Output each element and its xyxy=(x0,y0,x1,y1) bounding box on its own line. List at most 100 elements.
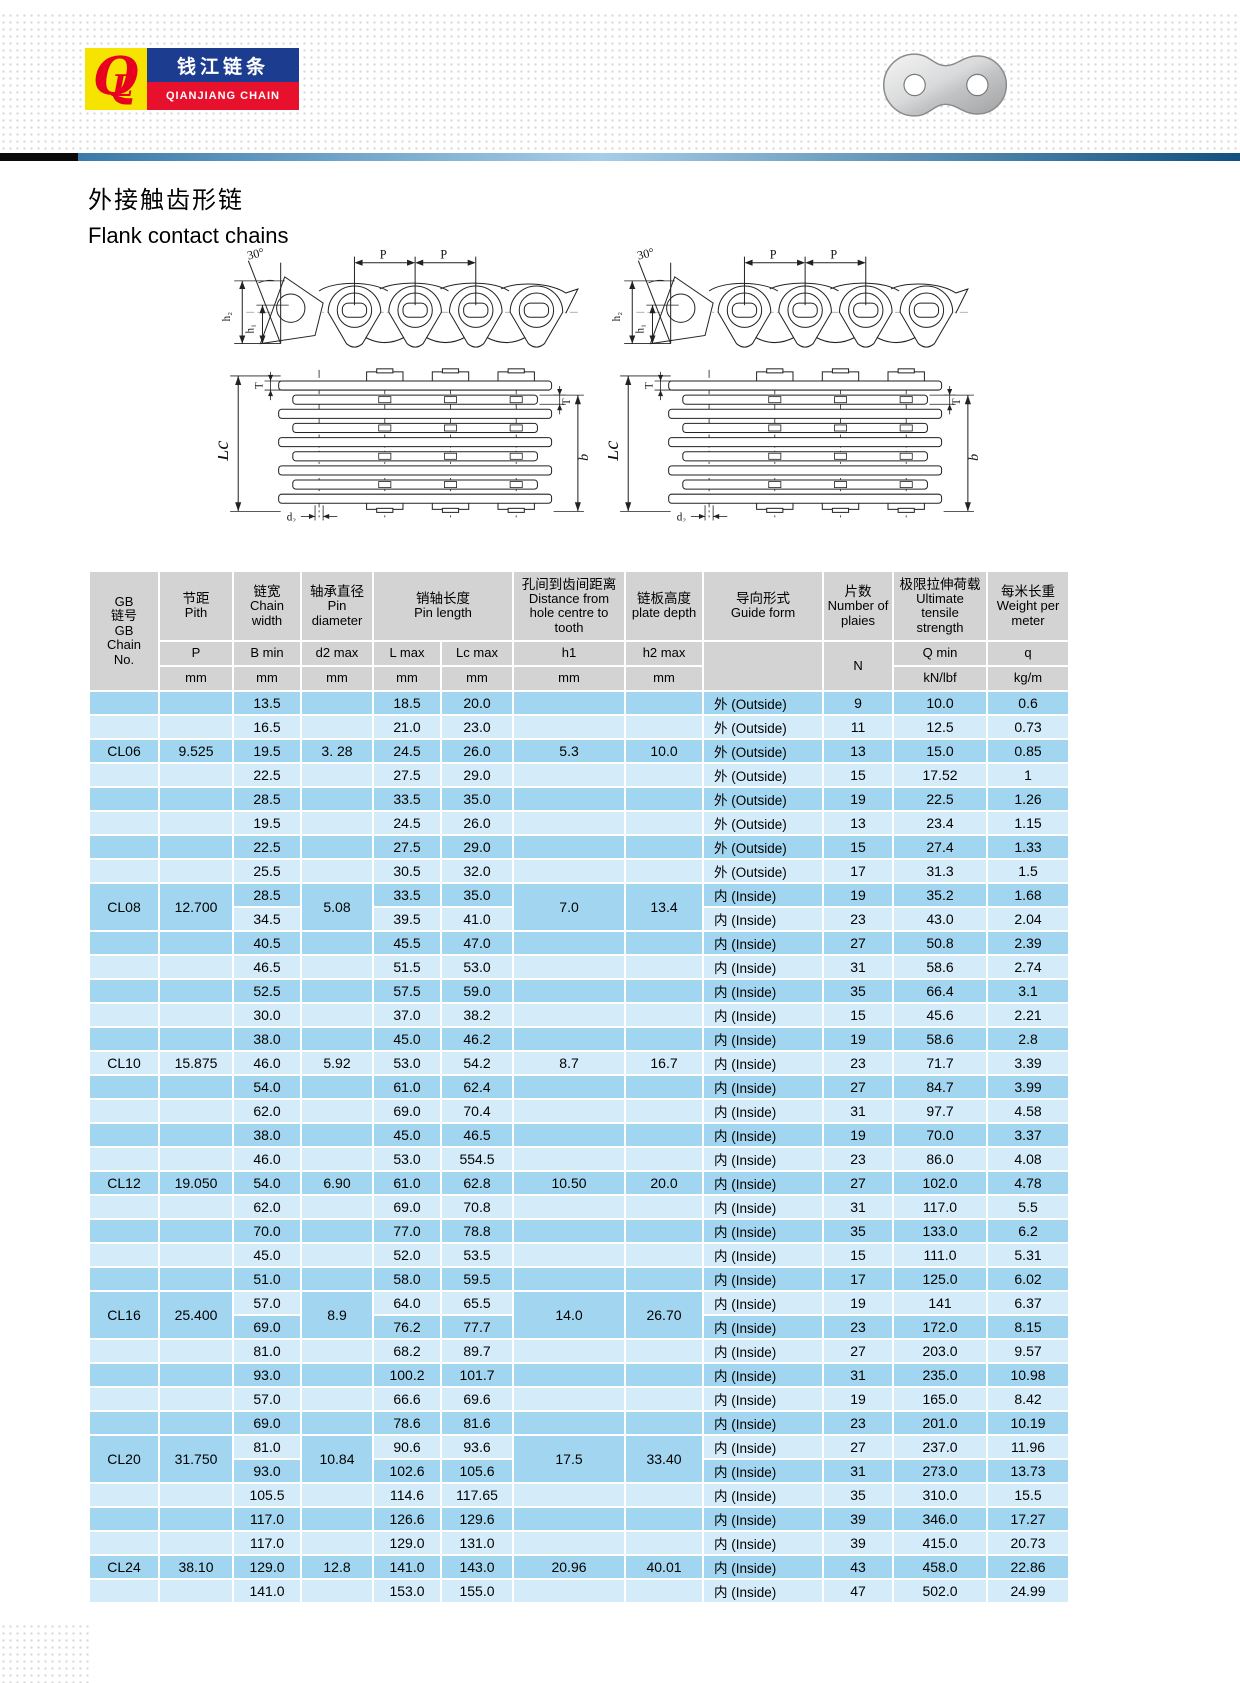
table-cell xyxy=(624,1074,705,1100)
table-cell: 内 (Inside) xyxy=(702,1410,825,1436)
table-cell: 105.6 xyxy=(439,1458,515,1484)
table-cell: 26.70 xyxy=(624,1290,705,1340)
table-cell: 39 xyxy=(822,1530,895,1556)
table-cell: 38.0 xyxy=(232,1026,302,1052)
table-cell xyxy=(88,834,160,860)
table-cell xyxy=(300,810,374,836)
table-cell xyxy=(88,858,160,884)
table-cell: 58.6 xyxy=(892,1026,989,1052)
table-cell xyxy=(624,930,705,956)
table-cell xyxy=(624,1362,705,1388)
table-cell: 57.0 xyxy=(232,1290,302,1316)
table-cell: 29.0 xyxy=(439,834,515,860)
table-cell: 111.0 xyxy=(892,1242,989,1268)
header-weight: 每米长重 Weight per meter xyxy=(986,570,1071,642)
table-cell: 38.2 xyxy=(439,1002,515,1028)
table-cell xyxy=(300,714,374,740)
table-cell xyxy=(158,690,234,716)
table-cell xyxy=(512,1338,627,1364)
table-cell xyxy=(88,1482,160,1508)
monogram-q: Q xyxy=(93,46,139,107)
table-cell xyxy=(88,1530,160,1556)
table-cell: 3.39 xyxy=(986,1050,1071,1076)
brand-logo: Q L 钱江链条 QIANJIANG CHAIN xyxy=(85,46,299,110)
table-cell xyxy=(158,714,234,740)
table-cell: 27.5 xyxy=(372,762,442,788)
symbol-q: q xyxy=(986,640,1071,667)
table-cell xyxy=(624,1002,705,1028)
table-cell xyxy=(512,1074,627,1100)
table-row: CL12 19.050 54.0 6.90 61.0 62.8 10.50 20.0 内 (In… xyxy=(88,1170,1071,1196)
table-cell: 39 xyxy=(822,1506,895,1532)
table-cell: 13.73 xyxy=(986,1458,1071,1484)
table-cell: 51.5 xyxy=(372,954,442,980)
table-row: 22.5 27.5 29.0 外 (Outside) 15 17.52 1 xyxy=(88,762,1071,788)
table-cell: 57.5 xyxy=(372,978,442,1004)
header-band xyxy=(0,12,1240,150)
table-cell xyxy=(300,1194,374,1220)
table-cell xyxy=(624,1194,705,1220)
table-cell xyxy=(88,1098,160,1124)
table-cell: 81.0 xyxy=(232,1434,302,1460)
table-cell xyxy=(158,978,234,1004)
table-cell: 9.57 xyxy=(986,1338,1071,1364)
table-cell: 71.7 xyxy=(892,1050,989,1076)
table-cell: 外 (Outside) xyxy=(702,786,825,812)
table-cell: CL08 xyxy=(88,882,160,932)
table-cell xyxy=(88,1338,160,1364)
table-cell: 外 (Outside) xyxy=(702,810,825,836)
table-cell xyxy=(158,1074,234,1100)
table-cell xyxy=(300,1530,374,1556)
table-cell: 25.5 xyxy=(232,858,302,884)
unit-d2: mm xyxy=(300,665,374,692)
table-cell: 内 (Inside) xyxy=(702,1266,825,1292)
table-cell xyxy=(158,1122,234,1148)
table-cell: 93.0 xyxy=(232,1362,302,1388)
table-cell xyxy=(300,1338,374,1364)
page-title-en: Flank contact chains xyxy=(88,223,289,248)
table-cell xyxy=(624,714,705,740)
table-cell: 53.0 xyxy=(439,954,515,980)
table-cell xyxy=(88,1146,160,1172)
table-cell: 内 (Inside) xyxy=(702,1530,825,1556)
table-cell: 4.08 xyxy=(986,1146,1071,1172)
footer-dots xyxy=(0,1623,93,1683)
table-row: 81.0 68.2 89.7 内 (Inside) 27 203.0 9.57 xyxy=(88,1338,1071,1364)
table-cell xyxy=(158,1506,234,1532)
dim-b-label: b xyxy=(576,454,590,461)
table-cell xyxy=(300,930,374,956)
table-cell: 70.4 xyxy=(439,1098,515,1124)
table-cell xyxy=(300,762,374,788)
table-cell xyxy=(624,1530,705,1556)
table-cell: 内 (Inside) xyxy=(702,882,825,908)
table-cell: 10.84 xyxy=(300,1434,374,1484)
table-cell: 133.0 xyxy=(892,1218,989,1244)
table-cell: 129.0 xyxy=(232,1554,302,1580)
table-cell: 30.5 xyxy=(372,858,442,884)
table-cell: 53.0 xyxy=(372,1050,442,1076)
table-cell: 内 (Inside) xyxy=(702,1242,825,1268)
table-cell xyxy=(512,714,627,740)
table-cell xyxy=(300,786,374,812)
table-cell: 12.700 xyxy=(158,882,234,932)
table-cell: 19 xyxy=(822,786,895,812)
table-row: 141.0 153.0 155.0 内 (Inside) 47 502.0 24.99 xyxy=(88,1578,1071,1604)
table-cell: 5.08 xyxy=(300,882,374,932)
table-cell: 19 xyxy=(822,1290,895,1316)
table-cell: 502.0 xyxy=(892,1578,989,1604)
table-cell: 27.5 xyxy=(372,834,442,860)
table-cell: 23 xyxy=(822,1410,895,1436)
table-cell: 70.0 xyxy=(232,1218,302,1244)
table-cell: 13.5 xyxy=(232,690,302,716)
dim-angle-label: 30° xyxy=(636,246,656,263)
page-title-cn: 外接触齿形链 xyxy=(88,187,244,214)
table-cell: 19.050 xyxy=(158,1170,234,1196)
table-cell: CL16 xyxy=(88,1290,160,1340)
table-cell: 46.0 xyxy=(232,1050,302,1076)
header-pin-diameter: 轴承直径 Pin diameter xyxy=(300,570,374,642)
table-row: CL08 12.700 28.5 5.08 33.5 35.0 7.0 13.4 内 (Insi… xyxy=(88,882,1071,932)
table-cell: 15 xyxy=(822,762,895,788)
table-cell xyxy=(158,1578,234,1604)
table-cell xyxy=(624,1410,705,1436)
table-cell xyxy=(300,690,374,716)
